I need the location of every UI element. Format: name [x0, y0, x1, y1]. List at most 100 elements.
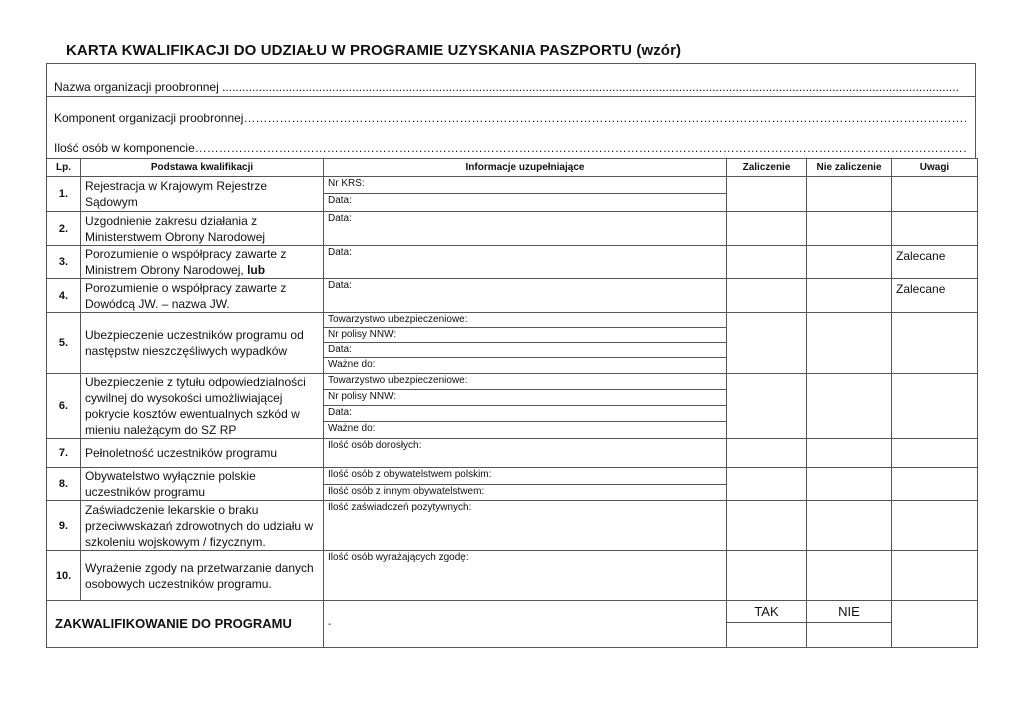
info-field[interactable]: Nr KRS: — [323, 176, 727, 194]
info-field[interactable]: Data: — [323, 405, 727, 422]
basis-text: Porozumienie o współpracy zawarte z Dowó… — [85, 280, 287, 311]
basis-text: Obywatelstwo wyłącznie polskie uczestnik… — [85, 469, 256, 499]
table-row: 3. Porozumienie o współpracy zawarte z Mi… — [46, 245, 978, 279]
notes-cell[interactable] — [891, 438, 978, 468]
basis-text: Ubezpieczenie uczestników programu od na… — [85, 328, 304, 358]
qualification-table: Lp. Podstawa kwalifikacji Informacje uzu… — [46, 158, 978, 648]
pass-cell[interactable] — [726, 467, 807, 501]
final-info[interactable]: - — [323, 600, 727, 648]
qualification-basis: Porozumienie o współpracy zawarte z Dowó… — [80, 278, 324, 313]
fail-cell[interactable] — [806, 312, 892, 374]
pass-cell[interactable] — [726, 278, 807, 313]
fail-cell[interactable] — [806, 500, 892, 551]
basis-text: Ubezpieczenie z tytułu odpowiedzialności… — [85, 375, 306, 437]
pass-cell[interactable] — [726, 312, 807, 374]
row-number: 5. — [46, 312, 81, 374]
qualification-basis: Uzgodnienie zakresu działania z Minister… — [80, 211, 324, 246]
fail-cell[interactable] — [806, 438, 892, 468]
info-field[interactable]: Data: — [323, 245, 727, 279]
notes-cell[interactable]: Zalecane — [891, 245, 978, 279]
info-field[interactable]: Data: — [323, 193, 727, 212]
divider — [47, 96, 975, 97]
info-field[interactable]: Data: — [323, 278, 727, 313]
info-field[interactable]: Data: — [323, 211, 727, 246]
basis-or: lub — [247, 263, 266, 277]
pass-cell[interactable] — [726, 211, 807, 246]
pass-cell[interactable] — [726, 373, 807, 439]
yes-checkbox-cell[interactable] — [726, 622, 807, 648]
info-field[interactable]: Ilość osób dorosłych: — [323, 438, 727, 468]
fail-cell[interactable] — [806, 245, 892, 279]
info-field[interactable]: Ilość zaświadczeń pozytywnych: — [323, 500, 727, 551]
pass-cell[interactable] — [726, 438, 807, 468]
header-basis: Podstawa kwalifikacji — [80, 158, 324, 177]
header-fail: Nie zaliczenie — [806, 158, 892, 177]
notes-cell[interactable] — [891, 550, 978, 601]
basis-text: Uzgodnienie zakresu działania z Minister… — [85, 213, 266, 244]
final-row: ZAKWALIFIKOWANIE DO PROGRAMU - TAK NIE — [46, 600, 978, 648]
final-notes-cell[interactable] — [891, 600, 978, 648]
fail-cell[interactable] — [806, 211, 892, 246]
info-field[interactable]: Ważne do: — [323, 421, 727, 439]
basis-text: Rejestracja w Krajowym Rejestrze Sądowym — [85, 179, 268, 209]
info-field[interactable]: Nr polisy NNW: — [323, 389, 727, 406]
notes-cell[interactable] — [891, 500, 978, 551]
basis-text: Wyrażenie zgody na przetwarzanie danych … — [85, 560, 314, 591]
table-row: 5. Ubezpieczenie uczestników programu od … — [46, 312, 978, 374]
row-number: 1. — [46, 176, 81, 212]
pass-cell[interactable] — [726, 550, 807, 601]
fail-cell[interactable] — [806, 278, 892, 313]
table-row: 2. Uzgodnienie zakresu działania z Minist… — [46, 211, 978, 246]
pass-cell[interactable] — [726, 245, 807, 279]
info-field[interactable]: Data: — [323, 342, 727, 358]
notes-cell[interactable] — [891, 211, 978, 246]
row-number: 7. — [46, 438, 81, 468]
fail-cell[interactable] — [806, 176, 892, 212]
table-row: 1. Rejestracja w Krajowym Rejestrze Sądow… — [46, 176, 978, 212]
info-field[interactable]: Ważne do: — [323, 357, 727, 374]
no-checkbox-cell[interactable] — [806, 622, 892, 648]
header-pass: Zaliczenie — [726, 158, 807, 177]
qualification-basis: Rejestracja w Krajowym Rejestrze Sądowym — [80, 176, 324, 212]
notes-cell[interactable] — [891, 312, 978, 374]
table-row: 7. Pełnoletność uczestników programu Ilość… — [46, 438, 978, 468]
people-count-field[interactable]: Ilość osób w komponencie…………………………………………… — [54, 141, 966, 155]
row-number: 3. — [46, 245, 81, 279]
fail-cell[interactable] — [806, 373, 892, 439]
fail-cell[interactable] — [806, 467, 892, 501]
qualification-basis: Ubezpieczenie z tytułu odpowiedzialności… — [80, 373, 324, 439]
table-row: 6. Ubezpieczenie z tytułu odpowiedzialnoś… — [46, 373, 978, 439]
row-number: 2. — [46, 211, 81, 246]
header-lp: Lp. — [46, 158, 81, 177]
fail-cell[interactable] — [806, 550, 892, 601]
qualification-basis: Wyrażenie zgody na przetwarzanie danych … — [80, 550, 324, 601]
notes-cell[interactable] — [891, 176, 978, 212]
notes-cell[interactable]: Zalecane — [891, 278, 978, 313]
document-title: KARTA KWALIFIKACJI DO UDZIAŁU W PROGRAMI… — [66, 42, 682, 59]
notes-cell[interactable] — [891, 467, 978, 501]
table-row: 4. Porozumienie o współpracy zawarte z Do… — [46, 278, 978, 313]
component-field[interactable]: Komponent organizacji proobronnej…………………… — [54, 111, 966, 125]
info-field[interactable]: Ilość osób wyrażających zgodę: — [323, 550, 727, 601]
info-field[interactable]: Nr polisy NNW: — [323, 327, 727, 343]
yes-label: TAK — [726, 600, 807, 623]
organization-info-box: Nazwa organizacji proobronnej ..........… — [46, 63, 976, 158]
pass-cell[interactable] — [726, 500, 807, 551]
pass-cell[interactable] — [726, 176, 807, 212]
info-field[interactable]: Towarzystwo ubezpieczeniowe: — [323, 312, 727, 328]
header-notes: Uwagi — [891, 158, 978, 177]
table-header: Lp. Podstawa kwalifikacji Informacje uzu… — [46, 158, 978, 177]
info-field[interactable]: Ilość osób z innym obywatelstwem: — [323, 484, 727, 501]
qualification-basis: Obywatelstwo wyłącznie polskie uczestnik… — [80, 467, 324, 501]
organization-name-field[interactable]: Nazwa organizacji proobronnej ..........… — [54, 80, 959, 94]
table-row: 10. Wyrażenie zgody na przetwarzanie dany… — [46, 550, 978, 601]
row-number: 6. — [46, 373, 81, 439]
row-number: 8. — [46, 467, 81, 501]
qualification-basis: Zaświadczenie lekarskie o braku przeciww… — [80, 500, 324, 551]
info-field[interactable]: Towarzystwo ubezpieczeniowe: — [323, 373, 727, 390]
row-number: 9. — [46, 500, 81, 551]
table-row: 9. Zaświadczenie lekarskie o braku przeci… — [46, 500, 978, 551]
header-info: Informacje uzupełniające — [323, 158, 727, 177]
info-field[interactable]: Ilość osób z obywatelstwem polskim: — [323, 467, 727, 485]
notes-cell[interactable] — [891, 373, 978, 439]
